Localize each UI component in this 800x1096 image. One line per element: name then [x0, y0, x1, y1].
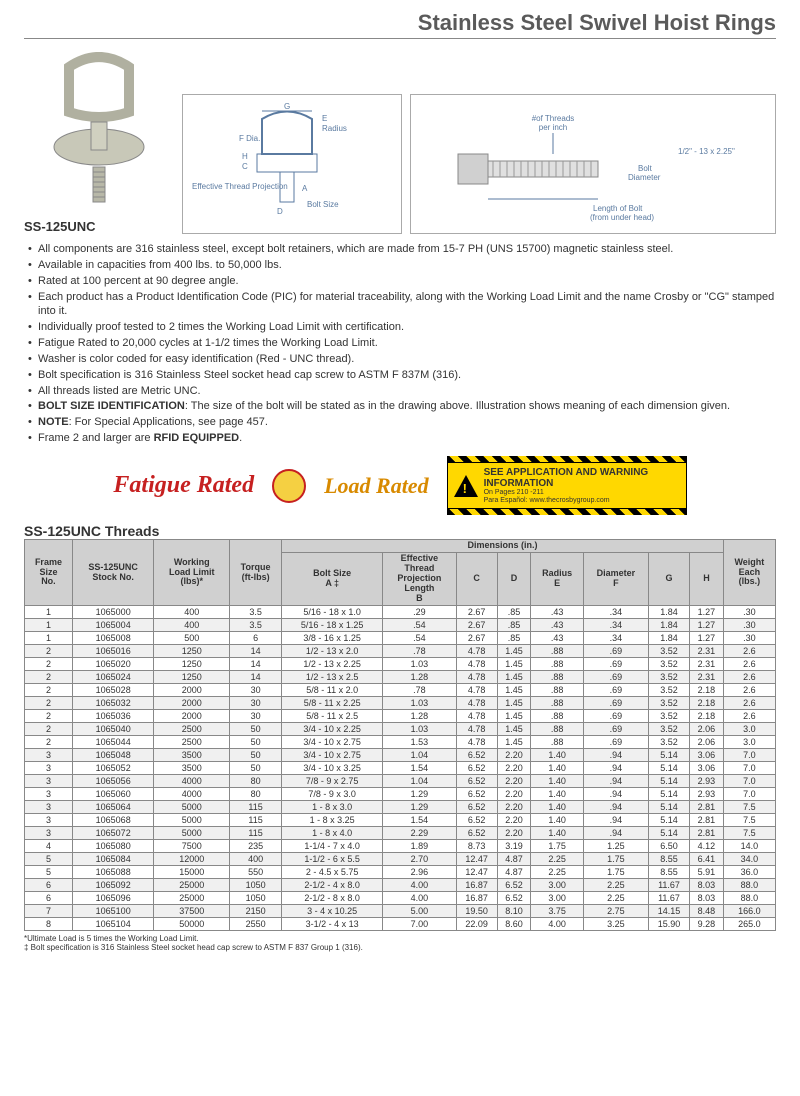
col-weight: WeightEach(lbs.): [723, 540, 775, 605]
load-rated-badge: Load Rated: [324, 473, 429, 499]
svg-text:G: G: [284, 102, 290, 111]
svg-text:A: A: [302, 184, 308, 193]
table-row: 310650483500503/4 - 10 x 2.751.046.522.2…: [25, 748, 776, 761]
col-stock: SS-125UNCStock No.: [72, 540, 154, 605]
col-torque: Torque(ft-lbs): [230, 540, 282, 605]
bolt-spec-diagram: #of Threads per inch 1/2" - 13 x 2.25" B…: [410, 94, 776, 234]
table-title: SS-125UNC Threads: [24, 523, 776, 539]
warning-icon: [454, 475, 478, 497]
footnote: *Ultimate Load is 5 times the Working Lo…: [24, 934, 776, 944]
table-row: 310650523500503/4 - 10 x 3.251.546.522.2…: [25, 761, 776, 774]
bullet-item: Bolt specification is 316 Stainless Stee…: [24, 368, 776, 383]
table-row: 210650362000305/8 - 11 x 2.51.284.781.45…: [25, 709, 776, 722]
svg-text:Diameter: Diameter: [628, 173, 661, 182]
page-title: Stainless Steel Swivel Hoist Rings: [24, 10, 776, 36]
col-h: H: [690, 553, 724, 605]
col-f: DiameterF: [583, 553, 648, 605]
table-row: 210650442500503/4 - 10 x 2.751.534.781.4…: [25, 735, 776, 748]
svg-text:E: E: [322, 114, 327, 123]
warning-title: SEE APPLICATION AND WARNING INFORMATION: [484, 467, 649, 489]
product-photo: [24, 47, 174, 217]
table-row: 210650282000305/8 - 11 x 2.0.784.781.45.…: [25, 683, 776, 696]
col-frame: FrameSizeNo.: [25, 540, 73, 605]
table-row: 210650402500503/4 - 10 x 2.251.034.781.4…: [25, 722, 776, 735]
col-e: RadiusE: [531, 553, 583, 605]
warning-sub2: Para Español: www.thecrosbygroup.com: [484, 497, 680, 505]
footnote: ‡ Bolt specification is 316 Stainless St…: [24, 943, 776, 953]
col-d: D: [497, 553, 531, 605]
svg-text:D: D: [277, 207, 283, 216]
table-row: 210650201250141/2 - 13 x 2.251.034.781.4…: [25, 657, 776, 670]
seal-icon: [272, 469, 306, 503]
bullet-item: Frame 2 and larger are RFID EQUIPPED.: [24, 431, 776, 446]
table-header: FrameSizeNo. SS-125UNCStock No. WorkingL…: [25, 540, 776, 605]
svg-text:(from under head): (from under head): [590, 213, 654, 222]
svg-text:Bolt: Bolt: [638, 164, 653, 173]
bullet-item: Rated at 100 percent at 90 degree angle.: [24, 274, 776, 289]
bullet-item: Available in capacities from 400 lbs. to…: [24, 258, 776, 273]
svg-text:F Dia.: F Dia.: [239, 134, 260, 143]
table-row: 310650564000807/8 - 9 x 2.751.046.522.20…: [25, 774, 776, 787]
spec-table: FrameSizeNo. SS-125UNCStock No. WorkingL…: [24, 539, 776, 930]
bullet-item: BOLT SIZE IDENTIFICATION: The size of th…: [24, 399, 776, 414]
table-row: 3106506450001151 - 8 x 3.01.296.522.201.…: [25, 800, 776, 813]
warning-block: SEE APPLICATION AND WARNING INFORMATION …: [447, 456, 687, 515]
table-row: 110650044003.55/16 - 18 x 1.25.542.67.85…: [25, 618, 776, 631]
col-a: Bolt SizeA ‡: [282, 553, 383, 605]
svg-text:Length of Bolt: Length of Bolt: [593, 204, 643, 213]
table-row: 610650962500010502-1/2 - 8 x 8.04.0016.8…: [25, 891, 776, 904]
svg-text:Bolt Size: Bolt Size: [307, 200, 339, 209]
bullet-item: All threads listed are Metric UNC.: [24, 384, 776, 399]
table-row: 3106506850001151 - 8 x 3.251.546.522.201…: [25, 813, 776, 826]
dimension-diagram: G E Radius F Dia. H A Effective Thread P…: [182, 94, 402, 234]
bullet-item: NOTE: For Special Applications, see page…: [24, 415, 776, 430]
fatigue-rated-badge: Fatigue Rated: [113, 472, 254, 499]
table-row: 210650161250141/2 - 13 x 2.0.784.781.45.…: [25, 644, 776, 657]
table-row: 1106500850063/8 - 16 x 1.25.542.67.85.43…: [25, 631, 776, 644]
col-dims-group: Dimensions (in.): [282, 540, 724, 553]
svg-text:Radius: Radius: [322, 124, 347, 133]
svg-text:Effective Thread Projection: Effective Thread Projection: [192, 182, 288, 191]
col-b: EffectiveThreadProjectionLengthB: [383, 553, 456, 605]
svg-text:#of Threads: #of Threads: [532, 114, 575, 123]
table-row: 810651045000025503-1/2 - 4 x 137.0022.09…: [25, 917, 776, 930]
part-number-label: SS-125UNC: [24, 219, 174, 234]
table-row: 4106508075002351-1/4 - 7 x 4.01.898.733.…: [25, 839, 776, 852]
feature-bullets: All components are 316 stainless steel, …: [24, 242, 776, 446]
table-row: 3106507250001151 - 8 x 4.02.296.522.201.…: [25, 826, 776, 839]
diagram-row: SS-125UNC G E Radius F Dia. H A Effectiv…: [24, 47, 776, 234]
table-row: 610650922500010502-1/2 - 4 x 8.04.0016.8…: [25, 878, 776, 891]
table-row: 210650241250141/2 - 13 x 2.51.284.781.45…: [25, 670, 776, 683]
bullet-item: Washer is color coded for easy identific…: [24, 352, 776, 367]
title-bar: Stainless Steel Swivel Hoist Rings: [24, 10, 776, 39]
bullet-item: Fatigue Rated to 20,000 cycles at 1-1/2 …: [24, 336, 776, 351]
table-row: 110650004003.55/16 - 18 x 1.0.292.67.85.…: [25, 605, 776, 618]
table-row: 310650604000807/8 - 9 x 3.01.296.522.201…: [25, 787, 776, 800]
col-wll: WorkingLoad Limit(lbs)*: [154, 540, 230, 605]
table-row: 51065084120004001-1/2 - 6 x 5.52.7012.47…: [25, 852, 776, 865]
badges-row: Fatigue Rated Load Rated SEE APPLICATION…: [24, 456, 776, 515]
col-c: C: [456, 553, 497, 605]
svg-text:per inch: per inch: [539, 123, 567, 132]
svg-text:1/2" - 13 x 2.25": 1/2" - 13 x 2.25": [678, 147, 735, 156]
svg-text:C: C: [242, 162, 248, 171]
footnotes: *Ultimate Load is 5 times the Working Lo…: [24, 934, 776, 953]
table-row: 210650322000305/8 - 11 x 2.251.034.781.4…: [25, 696, 776, 709]
col-g: G: [648, 553, 689, 605]
table-row: 710651003750021503 - 4 x 10.255.0019.508…: [25, 904, 776, 917]
warning-sub: On Pages 210 -211: [484, 489, 680, 497]
bullet-item: Each product has a Product Identificatio…: [24, 290, 776, 320]
svg-text:H: H: [242, 152, 248, 161]
bullet-item: Individually proof tested to 2 times the…: [24, 320, 776, 335]
table-body: 110650004003.55/16 - 18 x 1.0.292.67.85.…: [25, 605, 776, 930]
table-row: 51065088150005502 - 4.5 x 5.752.9612.474…: [25, 865, 776, 878]
bullet-item: All components are 316 stainless steel, …: [24, 242, 776, 257]
product-photo-block: SS-125UNC: [24, 47, 174, 234]
